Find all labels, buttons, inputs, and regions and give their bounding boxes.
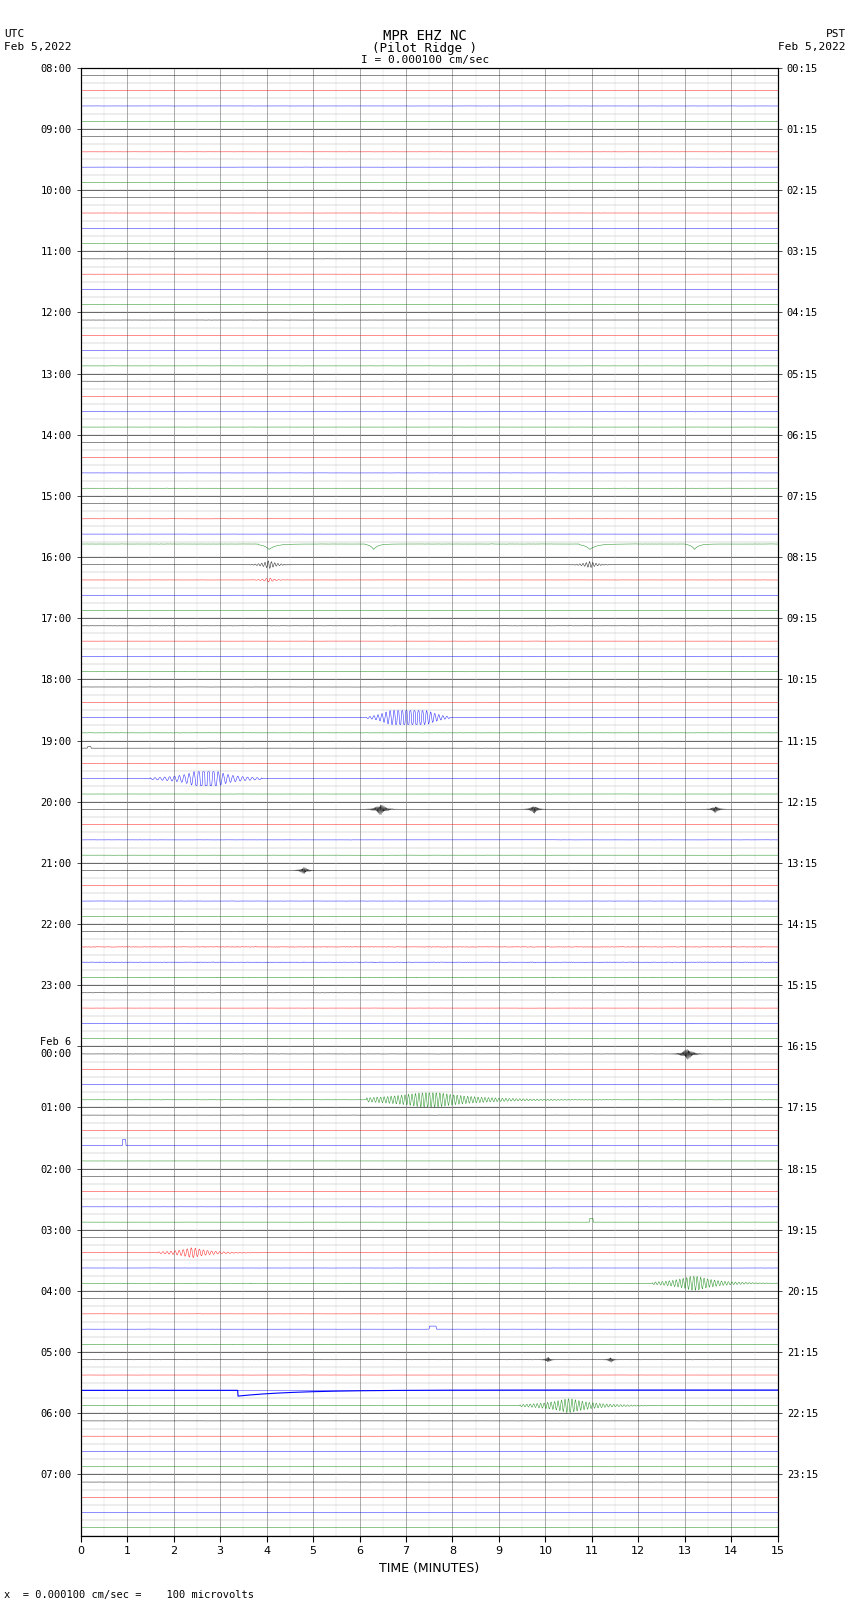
Text: UTC: UTC — [4, 29, 25, 39]
Text: x  = 0.000100 cm/sec =    100 microvolts: x = 0.000100 cm/sec = 100 microvolts — [4, 1590, 254, 1600]
Text: PST: PST — [825, 29, 846, 39]
Text: I = 0.000100 cm/sec: I = 0.000100 cm/sec — [361, 55, 489, 65]
X-axis label: TIME (MINUTES): TIME (MINUTES) — [379, 1561, 479, 1574]
Text: Feb 5,2022: Feb 5,2022 — [779, 42, 846, 52]
Text: (Pilot Ridge ): (Pilot Ridge ) — [372, 42, 478, 55]
Text: Feb 5,2022: Feb 5,2022 — [4, 42, 71, 52]
Text: MPR EHZ NC: MPR EHZ NC — [383, 29, 467, 44]
